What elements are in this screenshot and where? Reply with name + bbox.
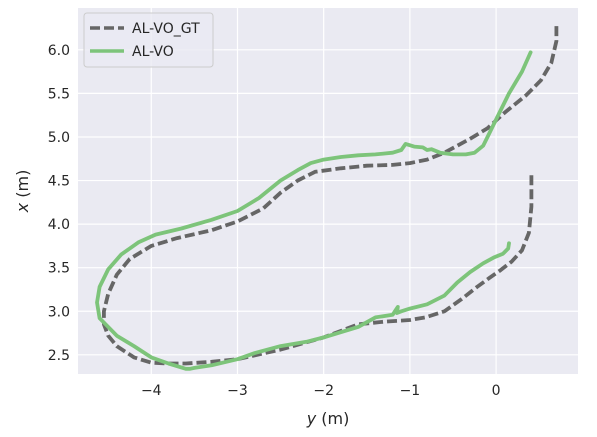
y-tick-label: 3.5 bbox=[48, 261, 70, 277]
y-tick-label: 3.0 bbox=[48, 304, 70, 320]
legend-label-al-vo-gt: AL-VO_GT bbox=[132, 21, 200, 37]
y-axis-label: x (m) bbox=[13, 170, 32, 214]
y-tick-label: 4.5 bbox=[48, 174, 70, 190]
series-lines bbox=[95, 23, 559, 371]
y-tick-label: 4.0 bbox=[48, 217, 70, 233]
y-tick-label: 5.5 bbox=[48, 86, 70, 102]
legend-label-al-vo: AL-VO bbox=[132, 44, 174, 60]
x-tick-label: −1 bbox=[400, 383, 421, 399]
x-tick-label: 0 bbox=[492, 383, 501, 399]
y-tick-label: 5.0 bbox=[48, 130, 70, 146]
x-tick-label: −3 bbox=[227, 383, 248, 399]
series-line-al-vo bbox=[95, 50, 533, 371]
plot-background bbox=[78, 8, 578, 374]
x-tick-label: −4 bbox=[141, 383, 162, 399]
y-tick-label: 6.0 bbox=[48, 43, 70, 59]
x-tick-label: −2 bbox=[313, 383, 334, 399]
x-axis-label: y (m) bbox=[306, 409, 350, 428]
legend: AL-VO_GT AL-VO bbox=[83, 12, 214, 68]
y-tick-label: 2.5 bbox=[48, 348, 70, 364]
tick-labels: −4 −3 −2 −1 0 2.5 3.0 3.5 4.0 4.5 5.0 5.5 6.0 bbox=[48, 43, 501, 399]
series-line-al-vo-gt bbox=[102, 23, 559, 366]
legend-box bbox=[83, 12, 214, 68]
grid-lines bbox=[78, 8, 578, 374]
